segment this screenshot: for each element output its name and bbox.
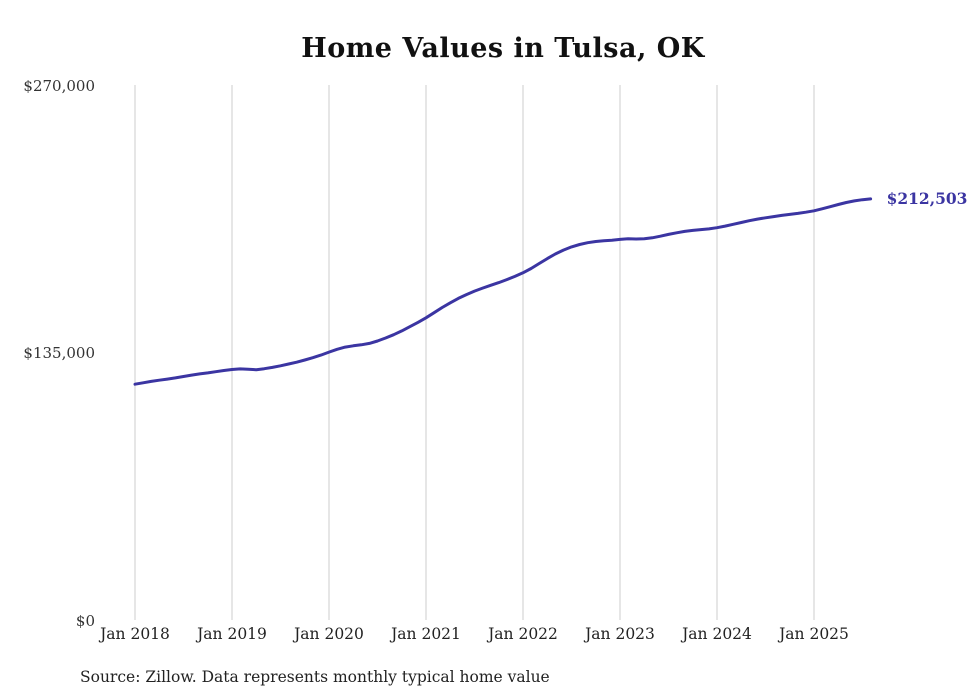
home-value-line [133,197,873,386]
x-axis-tick-jan-2020: Jan 2020 [294,625,364,643]
x-axis-tick-jan-2018: Jan 2018 [100,625,170,643]
y-axis-tick-0: $0 [75,612,95,630]
x-axis-tick-jan-2024: Jan 2024 [682,625,752,643]
vertical-gridlines [134,85,815,620]
source-note: Source: Zillow. Data represents monthly … [80,668,550,686]
x-axis-tick-jan-2021: Jan 2021 [391,625,461,643]
end-value-annotation: $212,503 [886,188,968,208]
x-axis-tick-jan-2022: Jan 2022 [488,625,558,643]
y-axis-tick-135000: $135,000 [23,344,95,362]
y-axis-tick-270000: $270,000 [23,77,95,95]
x-axis-tick-jan-2019: Jan 2019 [197,625,267,643]
chart-title: Home Values in Tulsa, OK [301,33,705,64]
x-axis-tick-jan-2023: Jan 2023 [585,625,655,643]
x-axis-tick-jan-2025: Jan 2025 [779,625,849,643]
